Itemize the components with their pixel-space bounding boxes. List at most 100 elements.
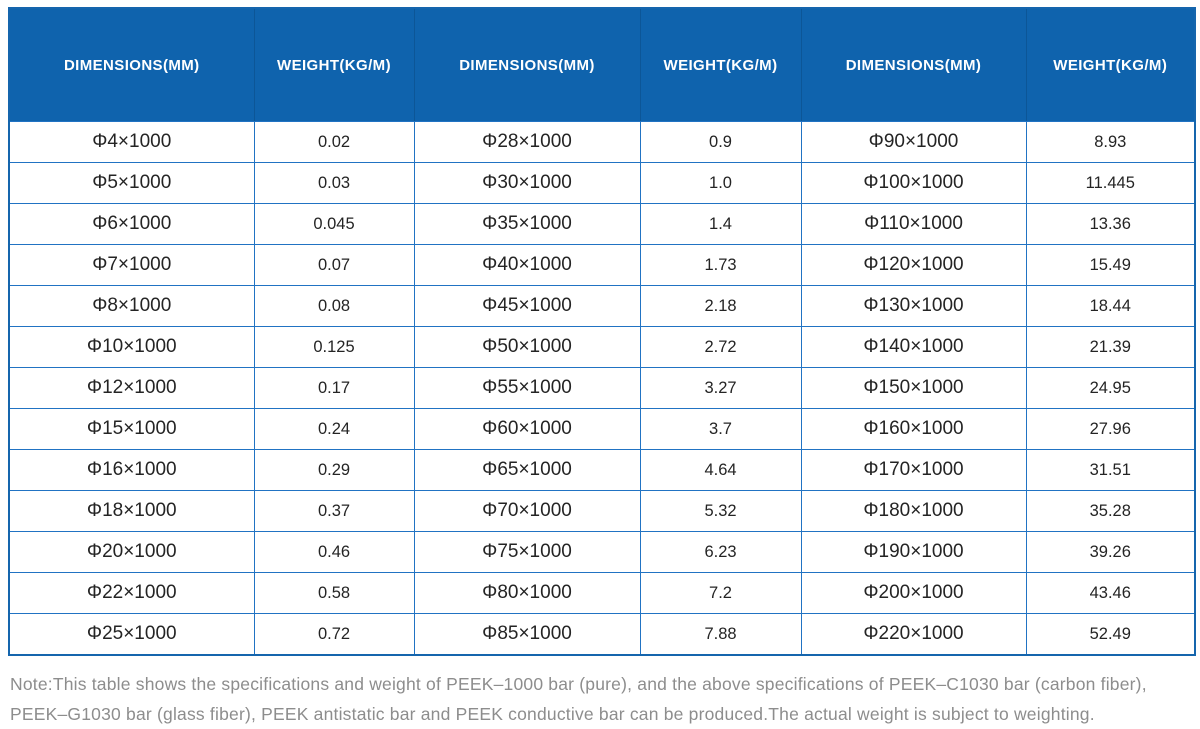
table-row: Φ22×1000 0.58 Φ80×1000 7.2 Φ200×1000 43.46 [8,572,1196,614]
weight-cell: 1.0 [639,162,802,204]
weight-cell: 0.02 [253,121,415,163]
table-row: Φ5×1000 0.03 Φ30×1000 1.0 Φ100×1000 11.445 [8,162,1196,204]
column-header-weight-3: WEIGHT(KG/M) [1026,8,1196,122]
table-row: Φ20×1000 0.46 Φ75×1000 6.23 Φ190×1000 39.26 [8,531,1196,573]
dimension-cell: Φ60×1000 [413,408,641,450]
weight-cell: 5.32 [639,490,802,532]
weight-cell: 1.73 [639,244,802,286]
weight-cell: 24.95 [1025,367,1196,409]
weight-cell: 8.93 [1025,121,1196,163]
dimension-cell: Φ7×1000 [8,244,255,286]
weight-cell: 0.07 [253,244,415,286]
weight-cell: 1.4 [639,203,802,245]
dimension-cell: Φ70×1000 [413,490,641,532]
dimension-cell: Φ35×1000 [413,203,641,245]
dimension-cell: Φ90×1000 [800,121,1027,163]
weight-cell: 0.03 [253,162,415,204]
column-header-dimensions-2: DIMENSIONS(MM) [414,8,641,122]
dimension-cell: Φ16×1000 [8,449,255,491]
table-row: Φ15×1000 0.24 Φ60×1000 3.7 Φ160×1000 27.96 [8,408,1196,450]
column-header-dimensions-3: DIMENSIONS(MM) [801,8,1027,122]
dimension-cell: Φ110×1000 [800,203,1027,245]
dimension-cell: Φ22×1000 [8,572,255,614]
table-body: Φ4×1000 0.02 Φ28×1000 0.9 Φ90×1000 8.93 Φ5×100… [8,121,1196,656]
weight-cell: 3.27 [639,367,802,409]
dimension-cell: Φ200×1000 [800,572,1027,614]
weight-cell: 0.125 [253,326,415,368]
dimension-cell: Φ120×1000 [800,244,1027,286]
dimension-cell: Φ18×1000 [8,490,255,532]
weight-cell: 15.49 [1025,244,1196,286]
footnote: Note:This table shows the specifications… [8,669,1193,729]
weight-cell: 7.2 [639,572,802,614]
dimension-cell: Φ180×1000 [800,490,1027,532]
dimension-cell: Φ100×1000 [800,162,1027,204]
dimension-cell: Φ75×1000 [413,531,641,573]
weight-cell: 35.28 [1025,490,1196,532]
dimension-cell: Φ55×1000 [413,367,641,409]
weight-cell: 2.72 [639,326,802,368]
spec-table: DIMENSIONS(MM) WEIGHT(KG/M) DIMENSIONS(M… [8,7,1196,656]
table-header: DIMENSIONS(MM) WEIGHT(KG/M) DIMENSIONS(M… [9,8,1196,122]
dimension-cell: Φ85×1000 [413,613,641,656]
dimension-cell: Φ50×1000 [413,326,641,368]
weight-cell: 13.36 [1025,203,1196,245]
table-row: Φ25×1000 0.72 Φ85×1000 7.88 Φ220×1000 52.49 [8,613,1196,656]
weight-cell: 21.39 [1025,326,1196,368]
dimension-cell: Φ25×1000 [8,613,255,656]
weight-cell: 27.96 [1025,408,1196,450]
weight-cell: 6.23 [639,531,802,573]
weight-cell: 43.46 [1025,572,1196,614]
dimension-cell: Φ80×1000 [413,572,641,614]
dimension-cell: Φ4×1000 [8,121,255,163]
table-row: Φ16×1000 0.29 Φ65×1000 4.64 Φ170×1000 31.51 [8,449,1196,491]
weight-cell: 11.445 [1025,162,1196,204]
weight-cell: 3.7 [639,408,802,450]
table-row: Φ8×1000 0.08 Φ45×1000 2.18 Φ130×1000 18.44 [8,285,1196,327]
table-row: Φ7×1000 0.07 Φ40×1000 1.73 Φ120×1000 15.49 [8,244,1196,286]
weight-cell: 0.9 [639,121,802,163]
table-row: Φ4×1000 0.02 Φ28×1000 0.9 Φ90×1000 8.93 [8,121,1196,163]
weight-cell: 39.26 [1025,531,1196,573]
weight-cell: 31.51 [1025,449,1196,491]
dimension-cell: Φ45×1000 [413,285,641,327]
weight-cell: 7.88 [639,613,802,656]
dimension-cell: Φ8×1000 [8,285,255,327]
weight-cell: 52.49 [1025,613,1196,656]
weight-cell: 0.08 [253,285,415,327]
weight-cell: 0.58 [253,572,415,614]
table-row: Φ6×1000 0.045 Φ35×1000 1.4 Φ110×1000 13.36 [8,203,1196,245]
dimension-cell: Φ40×1000 [413,244,641,286]
dimension-cell: Φ170×1000 [800,449,1027,491]
table-row: Φ12×1000 0.17 Φ55×1000 3.27 Φ150×1000 24.95 [8,367,1196,409]
dimension-cell: Φ5×1000 [8,162,255,204]
table-row: Φ18×1000 0.37 Φ70×1000 5.32 Φ180×1000 35.28 [8,490,1196,532]
dimension-cell: Φ30×1000 [413,162,641,204]
weight-cell: 4.64 [639,449,802,491]
weight-cell: 0.46 [253,531,415,573]
weight-cell: 2.18 [639,285,802,327]
dimension-cell: Φ160×1000 [800,408,1027,450]
dimension-cell: Φ65×1000 [413,449,641,491]
weight-cell: 0.29 [253,449,415,491]
dimension-cell: Φ12×1000 [8,367,255,409]
dimension-cell: Φ6×1000 [8,203,255,245]
dimension-cell: Φ220×1000 [800,613,1027,656]
table-row: Φ10×1000 0.125 Φ50×1000 2.72 Φ140×1000 21.39 [8,326,1196,368]
column-header-dimensions-1: DIMENSIONS(MM) [9,8,255,122]
weight-cell: 0.045 [253,203,415,245]
column-header-weight-1: WEIGHT(KG/M) [254,8,415,122]
weight-cell: 18.44 [1025,285,1196,327]
dimension-cell: Φ130×1000 [800,285,1027,327]
column-header-weight-2: WEIGHT(KG/M) [640,8,802,122]
dimension-cell: Φ10×1000 [8,326,255,368]
weight-cell: 0.17 [253,367,415,409]
dimension-cell: Φ20×1000 [8,531,255,573]
weight-cell: 0.24 [253,408,415,450]
page: DIMENSIONS(MM) WEIGHT(KG/M) DIMENSIONS(M… [8,7,1196,724]
dimension-cell: Φ28×1000 [413,121,641,163]
header-row: DIMENSIONS(MM) WEIGHT(KG/M) DIMENSIONS(M… [9,8,1196,122]
footnote-line-1: Note:This table shows the specifications… [10,674,1147,694]
weight-cell: 0.37 [253,490,415,532]
dimension-cell: Φ150×1000 [800,367,1027,409]
